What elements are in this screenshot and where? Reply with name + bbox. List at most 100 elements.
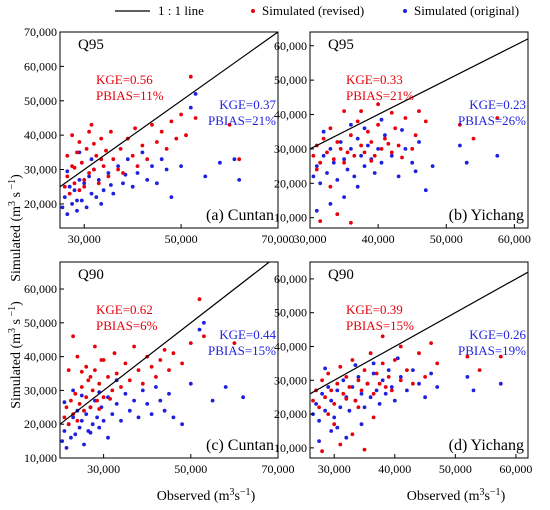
original-point: [403, 147, 408, 151]
original-point: [335, 425, 340, 430]
revised-point: [362, 447, 367, 452]
original-point: [111, 191, 116, 196]
revised-point: [389, 150, 394, 155]
revised-point: [155, 140, 159, 144]
original-point: [119, 418, 123, 423]
revised-point: [341, 391, 346, 396]
revised-point: [359, 143, 363, 148]
x-axis-title-left: Observed (m3s−1): [157, 487, 256, 505]
original-point: [109, 183, 113, 187]
original-point: [64, 446, 69, 450]
revised-point: [318, 219, 323, 224]
original-point: [311, 174, 316, 179]
panels: 30,000 50,000 70,000 20,000 30,000 40,000 50,0…: [24, 25, 532, 476]
revised-point: [174, 136, 179, 141]
original-point: [430, 164, 435, 169]
revised-point: [377, 381, 382, 386]
revised-point: [396, 143, 401, 148]
original-point: [498, 381, 503, 386]
revised-point: [89, 122, 94, 127]
original-point: [149, 412, 154, 416]
revised-point: [355, 119, 360, 124]
original-point: [140, 388, 145, 393]
original-point: [405, 388, 409, 393]
revised-point: [110, 388, 115, 393]
x-tick-label: 50,000: [430, 232, 463, 246]
revised-point: [331, 157, 336, 162]
revised-point: [133, 126, 138, 131]
y-tick-label: 70,000: [24, 25, 57, 39]
y-tick-label: 10,000: [24, 451, 57, 465]
revised-point: [111, 157, 116, 162]
original-point: [135, 171, 140, 175]
revised-point: [127, 378, 132, 383]
x-tick-label: 30,000: [318, 462, 351, 476]
original-point: [396, 174, 401, 179]
revised-point: [386, 375, 391, 379]
y-tick-label: 60,000: [274, 39, 307, 53]
original-point: [392, 398, 397, 403]
original-point: [79, 198, 84, 203]
original-point: [79, 393, 84, 398]
original-kge-label: KGE=0.37: [219, 97, 276, 112]
plot-frame: [59, 31, 279, 229]
revised-point: [97, 407, 102, 411]
revised-point: [413, 133, 418, 138]
original-point: [389, 385, 394, 389]
original-point: [362, 126, 367, 131]
revised-point: [73, 391, 78, 396]
y-tick-label: 40,000: [24, 128, 57, 142]
y-tick-label: 40,000: [274, 108, 307, 122]
original-point: [398, 375, 403, 379]
revised-point: [79, 369, 84, 374]
original-point: [342, 195, 346, 200]
original-point: [335, 178, 340, 182]
revised-point: [82, 184, 87, 189]
plot-frame: [59, 261, 279, 459]
revised-point: [335, 140, 340, 144]
revised-point: [169, 119, 174, 124]
revised-point: [366, 129, 370, 134]
revised-point: [369, 159, 374, 163]
original-point: [127, 408, 132, 413]
plot-area: [60, 262, 270, 450]
original-point: [193, 92, 198, 96]
panel-quantile-label: Q90: [328, 267, 354, 283]
original-point: [386, 368, 391, 372]
revised-point: [356, 405, 361, 410]
original-point: [145, 402, 150, 406]
original-point: [376, 147, 380, 151]
original-point: [362, 405, 367, 410]
revised-point: [92, 167, 96, 172]
revised-point: [359, 388, 364, 393]
original-point: [154, 385, 158, 389]
revised-point: [130, 153, 135, 158]
panel-a: 30,000 50,000 70,000 20,000 30,000 40,000 50,0…: [24, 25, 295, 246]
panel-quantile-label: Q90: [78, 267, 104, 283]
revised-point: [342, 160, 346, 165]
original-point: [331, 160, 336, 165]
revised-point: [495, 116, 500, 120]
revised-point: [389, 110, 394, 115]
original-point: [379, 160, 384, 165]
revised-point: [380, 334, 385, 339]
revised-point: [70, 133, 74, 138]
y-tick-label: 30,000: [24, 383, 57, 397]
revised-point: [320, 449, 324, 454]
original-point: [341, 378, 346, 383]
original-point: [62, 400, 67, 405]
original-point: [323, 408, 327, 413]
revised-point: [232, 341, 237, 345]
original-point: [410, 160, 415, 165]
original-point: [314, 402, 318, 406]
original-point: [60, 205, 65, 210]
revised-point: [116, 167, 120, 172]
revised-point: [193, 116, 198, 120]
revised-point: [79, 160, 84, 165]
revised-point: [72, 165, 77, 170]
original-point: [314, 164, 319, 169]
revised-point: [108, 397, 112, 401]
revised-point: [164, 147, 169, 151]
revised-point: [344, 397, 349, 401]
